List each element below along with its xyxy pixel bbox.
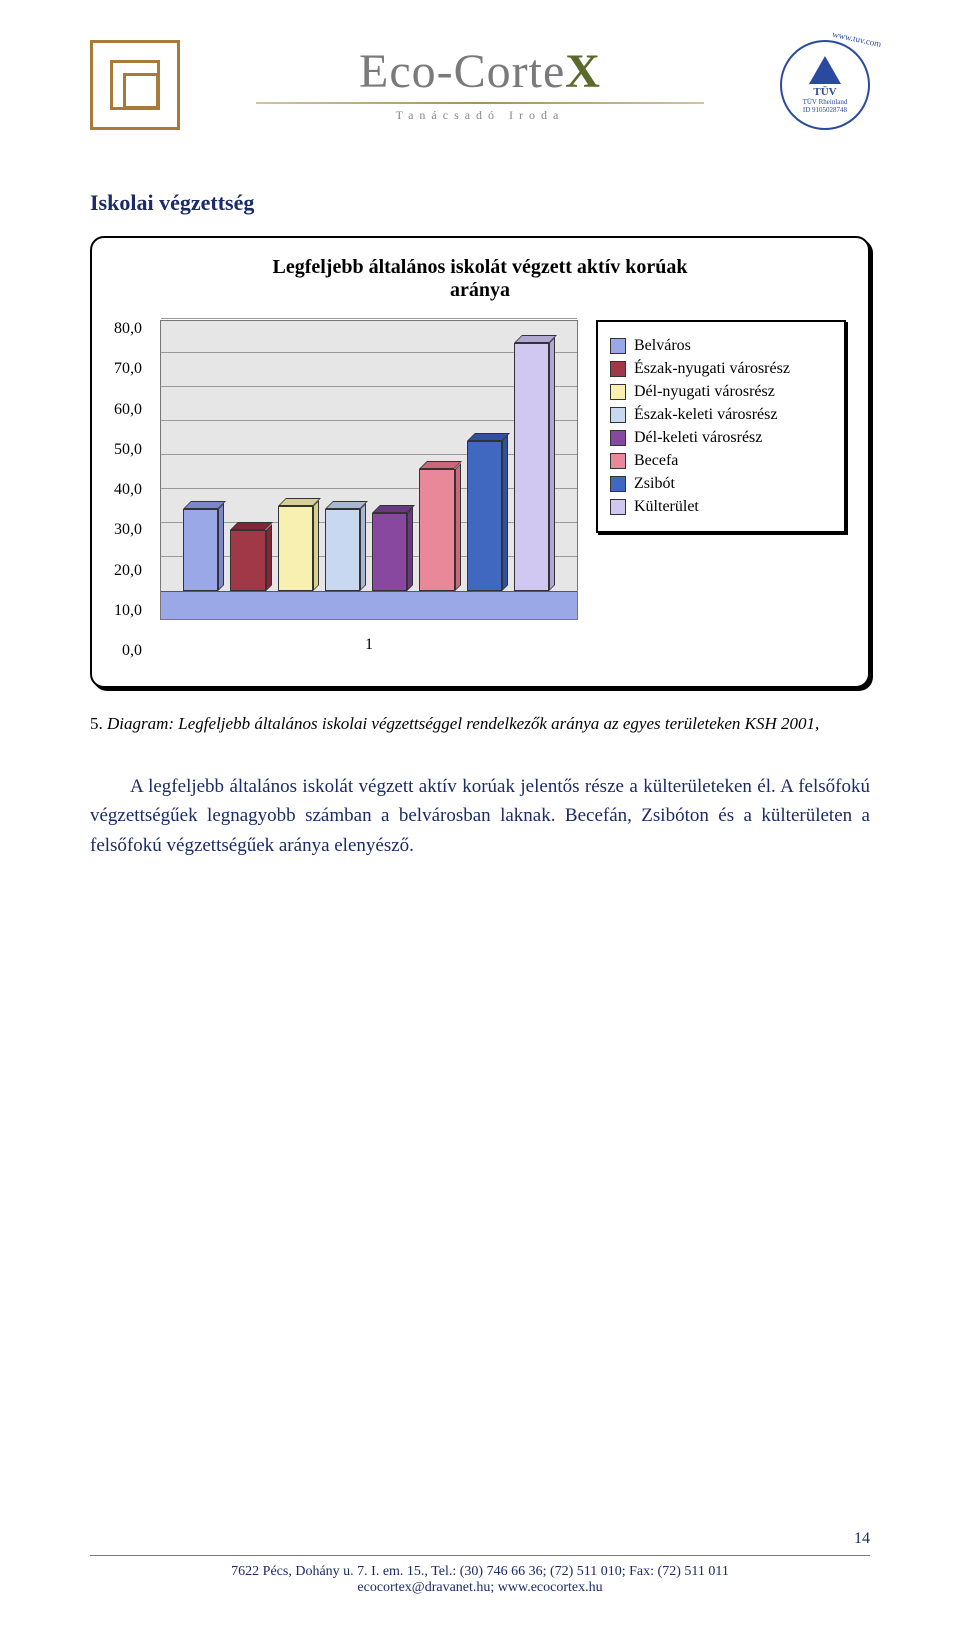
caption-text: Diagram: Legfeljebb általános iskolai vé…: [103, 714, 820, 733]
tuv-url: www.tuv.com: [832, 29, 883, 49]
legend-swatch-icon: [610, 361, 626, 377]
brand-x: X: [565, 45, 601, 98]
y-tick-label: 20,0: [114, 562, 142, 580]
bar-side: [502, 435, 508, 591]
page-header: Eco-CorteX Tanácsadó Iroda www.tuv.com T…: [90, 40, 870, 150]
brand-main: Eco-Corte: [359, 45, 565, 98]
legend-label: Külterület: [634, 498, 699, 516]
legend-item: Belváros: [610, 337, 832, 355]
legend-label: Észak-nyugati városrész: [634, 360, 790, 378]
legend-swatch-icon: [610, 453, 626, 469]
bar-side: [407, 507, 413, 591]
logo-left-icon: [90, 40, 180, 130]
body-paragraph: A legfeljebb általános iskolát végzett a…: [90, 772, 870, 860]
legend-item: Dél-keleti városrész: [610, 429, 832, 447]
y-tick-label: 60,0: [114, 401, 142, 419]
legend-label: Észak-keleti városrész: [634, 406, 777, 424]
y-axis: 80,0 70,0 60,0 50,0 40,0 30,0 20,0 10,0 0,0: [114, 320, 142, 660]
legend-swatch-icon: [610, 338, 626, 354]
y-tick-label: 30,0: [114, 521, 142, 539]
plot-area: [160, 320, 578, 620]
legend-label: Becefa: [634, 452, 678, 470]
page-number: 14: [854, 1530, 870, 1548]
legend-label: Dél-keleti városrész: [634, 429, 762, 447]
gridline: [161, 318, 577, 319]
bar-side: [313, 500, 319, 591]
legend-item: Külterület: [610, 498, 832, 516]
bar-front: [372, 513, 407, 591]
bar-side: [549, 337, 555, 591]
figure-caption: 5. Diagram: Legfeljebb általános iskolai…: [90, 712, 870, 736]
bar-side: [455, 463, 461, 591]
y-tick-label: 50,0: [114, 441, 142, 459]
tuv-triangle-icon: [809, 56, 841, 84]
caption-number: 5.: [90, 714, 103, 733]
chart-title-line2: aránya: [450, 279, 510, 301]
y-tick-label: 40,0: [114, 481, 142, 499]
plot-wrap: 1: [160, 320, 578, 660]
y-tick-label: 10,0: [114, 602, 142, 620]
section-title: Iskolai végzettség: [90, 190, 870, 216]
tuv-text: TÜV: [813, 86, 836, 98]
plot-floor: [161, 591, 577, 619]
brand-name: Eco-CorteX: [200, 48, 760, 96]
y-tick-label: 0,0: [122, 642, 142, 660]
legend-label: Dél-nyugati városrész: [634, 383, 775, 401]
x-axis-label: 1: [160, 636, 578, 654]
bar-front: [325, 509, 360, 591]
legend-item: Dél-nyugati városrész: [610, 383, 832, 401]
bar-front: [278, 506, 313, 591]
bar-front: [419, 469, 454, 591]
legend-label: Zsibót: [634, 475, 675, 493]
legend-item: Becefa: [610, 452, 832, 470]
bar-front: [514, 343, 549, 591]
bar-front: [230, 530, 265, 591]
legend-item: Zsibót: [610, 475, 832, 493]
chart-body: 80,0 70,0 60,0 50,0 40,0 30,0 20,0 10,0 0,0 1 Be…: [114, 320, 846, 660]
brand-subtitle: Tanácsadó Iroda: [200, 108, 760, 123]
legend-swatch-icon: [610, 407, 626, 423]
chart-title-line1: Legfeljebb általános iskolát végzett akt…: [273, 256, 688, 278]
tuv-block: www.tuv.com TÜV TÜV Rheinland ID 9105028…: [780, 40, 870, 130]
brand-block: Eco-CorteX Tanácsadó Iroda: [200, 48, 760, 123]
bar-side: [266, 524, 272, 591]
legend-swatch-icon: [610, 476, 626, 492]
legend-item: Észak-keleti városrész: [610, 406, 832, 424]
footer-line2: ecocortex@dravanet.hu; www.ecocortex.hu: [90, 1580, 870, 1596]
chart-panel: Legfeljebb általános iskolát végzett akt…: [90, 236, 870, 688]
page: Eco-CorteX Tanácsadó Iroda www.tuv.com T…: [0, 0, 960, 1640]
chart-legend: Belváros Észak-nyugati városrész Dél-nyuga…: [596, 320, 846, 533]
bar-front: [183, 509, 218, 591]
tuv-badge-icon: www.tuv.com TÜV TÜV Rheinland ID 9105028…: [780, 40, 870, 130]
legend-swatch-icon: [610, 430, 626, 446]
legend-label: Belváros: [634, 337, 691, 355]
chart-title: Legfeljebb általános iskolát végzett akt…: [114, 256, 846, 302]
y-tick-label: 70,0: [114, 360, 142, 378]
bar-front: [467, 441, 502, 591]
bar-side: [360, 503, 366, 591]
tuv-sub: TÜV Rheinland: [803, 98, 848, 106]
y-tick-label: 80,0: [114, 320, 142, 338]
bars-container: [183, 321, 555, 591]
tuv-id: ID 9105028748: [803, 106, 847, 114]
legend-swatch-icon: [610, 384, 626, 400]
footer-rule: [90, 1555, 870, 1556]
legend-item: Észak-nyugati városrész: [610, 360, 832, 378]
legend-swatch-icon: [610, 499, 626, 515]
brand-rule: [256, 102, 704, 104]
page-footer: 14 7622 Pécs, Dohány u. 7. I. em. 15., T…: [90, 1555, 870, 1596]
bar-side: [218, 503, 224, 591]
footer-line1: 7622 Pécs, Dohány u. 7. I. em. 15., Tel.…: [90, 1564, 870, 1580]
